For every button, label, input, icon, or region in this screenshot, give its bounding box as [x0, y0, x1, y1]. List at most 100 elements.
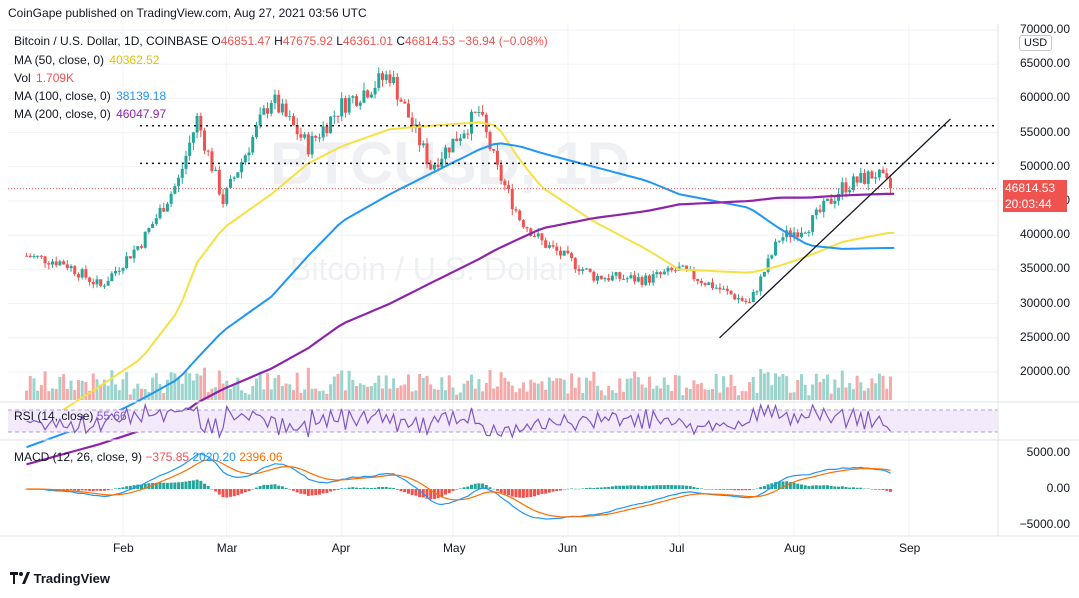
volume-bar [310, 388, 314, 400]
time-tick-label: Aug [784, 541, 806, 555]
volume-bar [429, 384, 433, 400]
volume-bar [792, 392, 796, 400]
candle-body [380, 73, 384, 80]
candle-body [777, 240, 781, 242]
macd-histogram-bar [581, 488, 585, 490]
macd-histogram-bar [236, 489, 240, 496]
volume-bar [547, 377, 551, 400]
candle-body [121, 268, 125, 271]
volume-bar [558, 378, 562, 400]
macd-histogram-bar [240, 489, 244, 494]
volume-bar [62, 374, 66, 400]
volume-bar [640, 384, 644, 400]
close-value: 46814.53 [405, 34, 456, 48]
volume-bar [755, 393, 759, 400]
macd-histogram-bar [703, 489, 707, 490]
volume-bar [447, 375, 451, 400]
candle-body [50, 261, 54, 265]
candle-body [811, 215, 815, 232]
macd-legend[interactable]: MACD (12, 26, close, 9) −375.85 2020.20 … [14, 450, 283, 464]
macd-histogram-bar [659, 485, 663, 489]
volume-bar [655, 385, 659, 400]
volume-bar [818, 382, 822, 400]
rsi-line [26, 402, 891, 440]
volume-bar [436, 389, 440, 400]
volume-bar [729, 374, 733, 400]
volume-legend[interactable]: Vol 1.709K [14, 71, 74, 85]
candle-body [699, 280, 703, 284]
macd-histogram-bar [258, 486, 262, 489]
volume-bar [473, 388, 477, 400]
volume-bar [581, 392, 585, 400]
volume-bar [221, 383, 225, 400]
candle-body [603, 278, 607, 280]
volume-bar [43, 371, 47, 400]
candle-body [58, 261, 62, 266]
volume-bar [584, 377, 588, 400]
rsi-pane [8, 402, 998, 440]
volume-bar [125, 372, 129, 400]
volume-bar [725, 387, 729, 400]
volume-bar [762, 373, 766, 400]
macd-histogram-bar [217, 489, 221, 495]
volume-bar [184, 371, 188, 400]
volume-bar [570, 373, 574, 400]
chart-canvas[interactable]: BTCUSD, 1D Bitcoin / U.S. Dollar [0, 24, 1079, 544]
macd-histogram-bar [533, 489, 537, 497]
candle-body [147, 227, 151, 232]
volume-bar [292, 390, 296, 400]
macd-hist-value: −375.85 [145, 450, 190, 464]
candle-body [54, 261, 58, 266]
candle-body [707, 282, 711, 286]
volume-bar [607, 385, 611, 400]
currency-selector[interactable]: USD [1019, 35, 1053, 51]
volume-bar [295, 372, 299, 400]
candle-body [751, 291, 755, 303]
ma100-legend[interactable]: MA (100, close, 0) 38139.18 [14, 89, 166, 103]
volume-bar [377, 375, 381, 400]
volume-bar [529, 379, 533, 400]
ma50-legend[interactable]: MA (50, close, 0) 40362.52 [14, 53, 159, 67]
tradingview-brand[interactable]: TradingView [10, 571, 110, 586]
macd-histogram-bar [73, 489, 77, 491]
macd-histogram-bar [88, 489, 92, 491]
candle-body [403, 101, 407, 104]
macd-histogram-bar [466, 486, 470, 489]
macd-histogram-bar [811, 485, 815, 489]
macd-histogram-bar [169, 482, 173, 489]
candle-body [855, 176, 859, 183]
volume-bar [844, 387, 848, 400]
macd-histogram-bar [866, 488, 870, 490]
ma200-legend[interactable]: MA (200, close, 0) 46047.97 [14, 107, 166, 121]
macd-histogram-bar [440, 489, 444, 497]
volume-bar [80, 380, 84, 400]
candle-body [647, 275, 651, 283]
candle-body [833, 200, 837, 204]
volume-bar [444, 390, 448, 400]
volume-bar [503, 377, 507, 400]
macd-histogram-bar [622, 485, 626, 489]
volume-bar [203, 367, 207, 400]
macd-histogram-bar [102, 489, 106, 491]
candle-body [651, 274, 655, 283]
volume-bar [151, 377, 155, 400]
ma50-line [26, 121, 895, 428]
candle-body [733, 294, 737, 300]
volume-bar [837, 387, 841, 400]
candle-body [607, 278, 611, 281]
macd-histogram-bar [488, 487, 492, 489]
macd-histogram-bar [321, 489, 325, 494]
volume-bar [288, 384, 292, 400]
macd-histogram-bar [266, 484, 270, 489]
volume-bar [88, 390, 92, 400]
volume-bar [321, 390, 325, 400]
macd-histogram-bar [143, 483, 147, 489]
macd-histogram-bar [125, 486, 129, 489]
candle-body [240, 162, 244, 173]
candle-body [191, 132, 195, 143]
macd-histogram-bar [603, 487, 607, 489]
volume-bar [562, 379, 566, 400]
rsi-legend[interactable]: RSI (14, close) 55.66 [14, 409, 127, 423]
volume-bar [169, 372, 173, 400]
macd-histogram-bar [203, 483, 207, 489]
